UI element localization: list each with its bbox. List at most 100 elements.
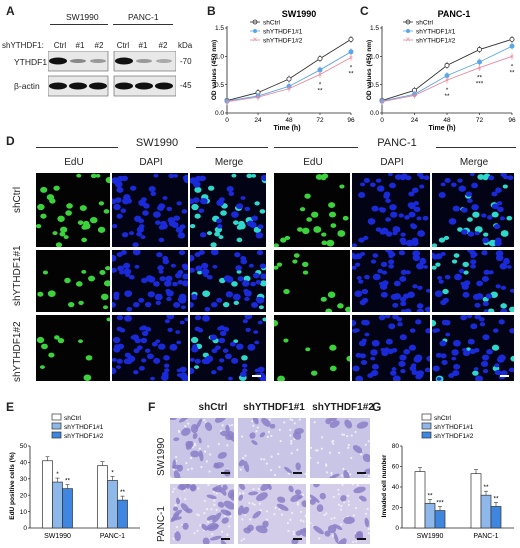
data-point: × — [380, 99, 384, 106]
data-point: × — [510, 54, 514, 61]
panel-label-c: C — [360, 4, 369, 18]
bar — [470, 473, 482, 529]
y-tick-label: 0.0 — [370, 110, 379, 117]
x-tick-label: 48 — [443, 117, 451, 124]
legend-item: × shYTHDF1#2 — [250, 35, 303, 45]
significance-mark: * — [446, 87, 449, 94]
row-label: shCtrl — [12, 186, 23, 213]
y-tick-label: 80 — [392, 443, 400, 450]
data-point — [509, 43, 515, 49]
dapi-image — [112, 173, 188, 247]
group-label: PANC-1 — [358, 137, 436, 149]
y-tick-label: 1.5 — [370, 25, 379, 32]
dapi-image — [112, 315, 188, 381]
kda-label: kDa — [178, 41, 193, 50]
data-point: × — [287, 86, 291, 93]
panel-label-g: G — [372, 400, 382, 414]
merge-image — [190, 173, 266, 247]
lane-label: #2 — [158, 41, 168, 50]
column-label: EdU — [303, 157, 323, 168]
protein-label: β-actin — [14, 81, 40, 91]
blot-image — [48, 51, 176, 97]
significance-mark: ** — [477, 75, 483, 82]
y-tick-label: 0 — [395, 525, 399, 532]
western-blot-panel: SW1990 PANC-1 shYTHDF1: Ctrl #1 #2 Ctrl … — [0, 0, 205, 125]
dapi-image — [352, 250, 430, 312]
x-axis-label: Time (h) — [428, 125, 455, 132]
dapi-image — [352, 315, 430, 381]
significance-mark: ** — [317, 87, 323, 94]
y-tick-label: 10 — [20, 509, 28, 516]
data-point — [509, 36, 515, 42]
significance-mark: * — [111, 469, 114, 476]
transwell-image — [238, 418, 306, 478]
transwell-panel: shCtrl shYTHDF1#1 shYTHDF1#2 SW1990 PANC… — [148, 400, 374, 548]
bar — [480, 494, 492, 529]
edu-image — [274, 315, 350, 381]
y-tick-label: 20 — [392, 505, 400, 512]
lane-label: Ctrl — [116, 41, 130, 50]
y-tick-label: 1.5 — [215, 25, 224, 32]
svg-text:shCtrl: shCtrl — [263, 20, 281, 27]
svg-text:shCtrl: shCtrl — [416, 20, 434, 27]
row-label: PANC-1 — [156, 506, 167, 542]
x-tick-label: PANC-1 — [473, 533, 498, 540]
bar — [97, 465, 108, 529]
x-tick-label: 96 — [508, 117, 516, 124]
column-label: shCtrl — [198, 402, 228, 413]
x-axis-label: Time (h) — [273, 125, 300, 132]
x-tick-label: 72 — [316, 117, 324, 124]
x-tick-label: 96 — [347, 117, 355, 124]
svg-text:shCtrl: shCtrl — [64, 415, 82, 422]
bar — [107, 480, 118, 529]
data-point — [477, 59, 483, 65]
y-tick-label: 40 — [392, 484, 400, 491]
bar — [42, 460, 53, 529]
significance-mark: ** — [348, 70, 354, 77]
bar — [117, 499, 128, 529]
data-point: × — [256, 95, 260, 102]
significance-mark: ** — [444, 93, 450, 100]
row-label: SW1990 — [156, 437, 167, 476]
transwell-image — [170, 484, 234, 544]
x-tick-label: SW1990 — [417, 533, 444, 540]
transwell-image — [170, 418, 234, 478]
legend-item: shCtrl — [250, 20, 281, 27]
y-axis-label: OD values (450 nm) — [366, 40, 373, 100]
protein-label: YTHDF1 — [14, 57, 48, 67]
data-point: × — [477, 65, 481, 72]
y-tick-label: 0.0 — [215, 110, 224, 117]
kda-marker: -45 — [180, 81, 192, 90]
data-point — [348, 36, 354, 42]
significance-mark: *** — [436, 500, 444, 507]
y-tick-label: 60 — [392, 464, 400, 471]
cell-line-label: PANC-1 — [128, 12, 159, 22]
kda-marker: -70 — [180, 57, 192, 66]
dapi-image — [112, 250, 188, 312]
merge-image — [432, 315, 514, 381]
bar — [62, 488, 73, 529]
panel-label-e: E — [6, 400, 15, 414]
legend-item: shYTHDF1#1 — [51, 422, 104, 431]
y-tick-label: 0 — [23, 525, 27, 532]
y-tick-label: 20 — [20, 492, 28, 499]
column-label: DAPI — [380, 157, 404, 168]
merge-image — [432, 173, 514, 247]
lane-label: Ctrl — [53, 41, 67, 50]
x-tick-label: 0 — [380, 117, 384, 124]
svg-text:shYTHDF1#2: shYTHDF1#2 — [263, 38, 303, 45]
line-chart-sw1990: SW1990 Time (h) OD values (450 nm) shCtr… — [211, 9, 355, 132]
panel-label-a: A — [6, 4, 15, 18]
row-label-prefix: shYTHDF1: — [2, 41, 44, 50]
bar — [434, 510, 446, 529]
column-label: shYTHDF1#2 — [312, 402, 374, 413]
group-label: SW1990 — [118, 137, 196, 149]
significance-mark: *** — [476, 81, 484, 88]
x-tick-label: 0 — [225, 117, 229, 124]
legend-item: shYTHDF1#1 — [421, 422, 474, 431]
svg-text:shYTHDF1#1: shYTHDF1#1 — [263, 29, 303, 36]
edu-image — [36, 315, 110, 381]
column-label: DAPI — [139, 157, 163, 168]
edu-panel: SW1990 PANC-1 EdU DAPI Merge EdU DAPI Me… — [0, 135, 520, 385]
column-label: EdU — [64, 157, 84, 168]
